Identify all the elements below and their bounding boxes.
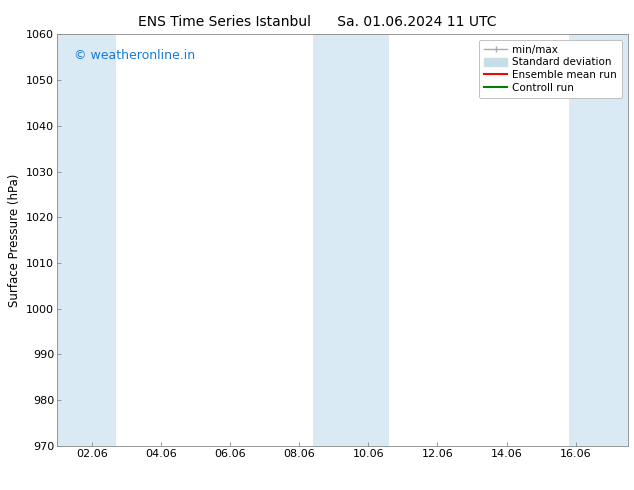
Bar bbox=[569, 34, 628, 446]
Text: © weatheronline.in: © weatheronline.in bbox=[74, 49, 195, 62]
Legend: min/max, Standard deviation, Ensemble mean run, Controll run: min/max, Standard deviation, Ensemble me… bbox=[479, 40, 623, 98]
Bar bbox=[57, 34, 116, 446]
Y-axis label: Surface Pressure (hPa): Surface Pressure (hPa) bbox=[8, 173, 20, 307]
Bar bbox=[313, 34, 389, 446]
Text: ENS Time Series Istanbul      Sa. 01.06.2024 11 UTC: ENS Time Series Istanbul Sa. 01.06.2024 … bbox=[138, 15, 496, 29]
